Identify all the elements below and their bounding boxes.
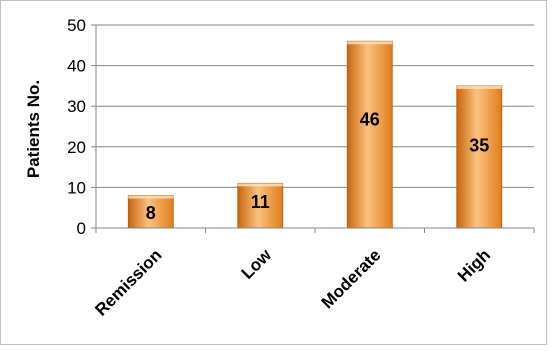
x-tick-label-high: High [454, 245, 494, 285]
bar-high [456, 85, 503, 229]
bar-low [237, 182, 284, 229]
y-tick-label-30: 30 [67, 97, 86, 116]
y-tick-label-0: 0 [77, 219, 86, 238]
y-tick-label-50: 50 [67, 16, 86, 35]
chart-frame: 0 10 20 30 40 50 Remission Low Moderate High 8 11… [0, 0, 547, 345]
data-label-high: 35 [469, 136, 489, 156]
bar-cap-high [456, 85, 502, 89]
x-tick-labels: Remission Low Moderate High [91, 245, 494, 320]
data-labels: 8 11 46 35 [146, 110, 490, 223]
y-tick-labels: 0 10 20 30 40 50 [67, 16, 86, 238]
bars [127, 40, 503, 229]
y-tick-label-40: 40 [67, 57, 86, 76]
x-tick-label-low: Low [238, 245, 276, 283]
x-tick-label-remission: Remission [91, 245, 165, 319]
bar-moderate [346, 40, 393, 229]
axes [91, 24, 535, 233]
data-label-moderate: 46 [360, 110, 380, 130]
data-label-remission: 8 [146, 203, 156, 223]
y-tick-label-10: 10 [67, 178, 86, 197]
y-axis-title: Patients No. [24, 80, 43, 178]
bar-cap-moderate [347, 41, 393, 45]
bar-cap-low [237, 183, 283, 187]
data-label-low: 11 [251, 192, 270, 212]
y-tick-label-20: 20 [67, 138, 86, 157]
x-tick-label-moderate: Moderate [318, 245, 385, 312]
bar-cap-remission [128, 195, 174, 199]
